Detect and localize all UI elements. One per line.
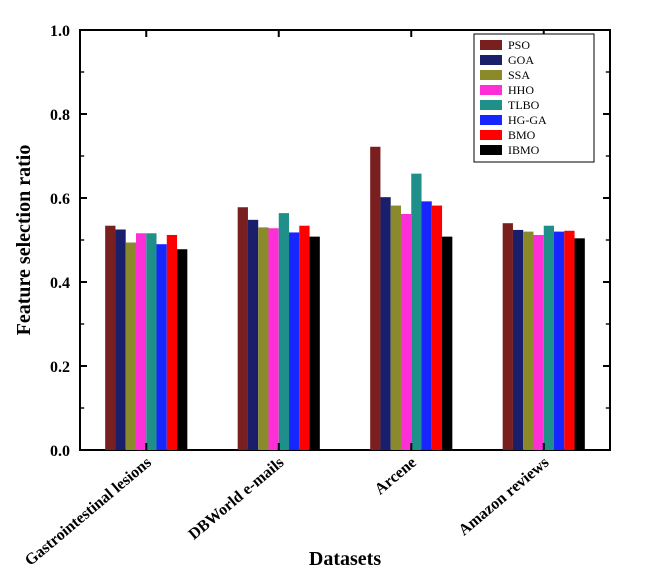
bar	[422, 201, 432, 450]
bar	[115, 230, 125, 451]
feature-selection-chart: 0.0 0.2 0.4 0.6 0.8 1.0 Feature selection rati…	[0, 0, 646, 577]
x-axis-label: Datasets	[309, 548, 381, 570]
legend-label: GOA	[508, 53, 534, 67]
bar	[370, 147, 380, 450]
legend-label: IBMO	[508, 143, 540, 157]
bar	[126, 243, 136, 450]
bar	[238, 207, 248, 450]
y-axis-label: Feature selection ratio	[13, 145, 35, 336]
bar	[564, 231, 574, 450]
bar	[105, 226, 115, 450]
legend-label: SSA	[508, 68, 530, 82]
legend-swatch	[480, 130, 502, 140]
legend-label: HG-GA	[508, 113, 547, 127]
bar	[279, 213, 289, 450]
ytick-label: 0.2	[50, 359, 70, 376]
legend-swatch	[480, 40, 502, 50]
legend-swatch	[480, 85, 502, 95]
bar	[575, 238, 585, 450]
ytick-label: 0.8	[50, 107, 70, 124]
legend-swatch	[480, 145, 502, 155]
ytick-label: 0.4	[50, 275, 70, 292]
bar	[310, 237, 320, 450]
bar	[380, 197, 390, 450]
bar	[401, 214, 411, 450]
bar	[167, 235, 177, 450]
ytick-label: 0.0	[50, 443, 70, 460]
legend-label: BMO	[508, 128, 536, 142]
bar	[513, 230, 523, 450]
bar	[248, 220, 258, 450]
bar	[391, 206, 401, 450]
ytick-label: 0.6	[50, 191, 70, 208]
legend-swatch	[480, 55, 502, 65]
legend-swatch	[480, 100, 502, 110]
legend-label: TLBO	[508, 98, 540, 112]
legend-swatch	[480, 115, 502, 125]
bar	[523, 232, 533, 450]
bar	[157, 244, 167, 450]
legend-label: PSO	[508, 38, 530, 52]
bar	[299, 226, 309, 450]
bar	[411, 174, 421, 450]
bar	[177, 249, 187, 450]
bar	[544, 226, 554, 450]
legend-swatch	[480, 70, 502, 80]
bar	[136, 233, 146, 450]
bar	[554, 232, 564, 450]
bar	[503, 223, 513, 450]
bar	[442, 237, 452, 450]
bar	[268, 228, 278, 450]
legend-label: HHO	[508, 83, 534, 97]
ytick-label: 1.0	[50, 23, 70, 40]
bar	[289, 232, 299, 450]
bar	[432, 206, 442, 450]
bar	[533, 235, 543, 450]
bar	[146, 233, 156, 450]
bar	[258, 227, 268, 450]
